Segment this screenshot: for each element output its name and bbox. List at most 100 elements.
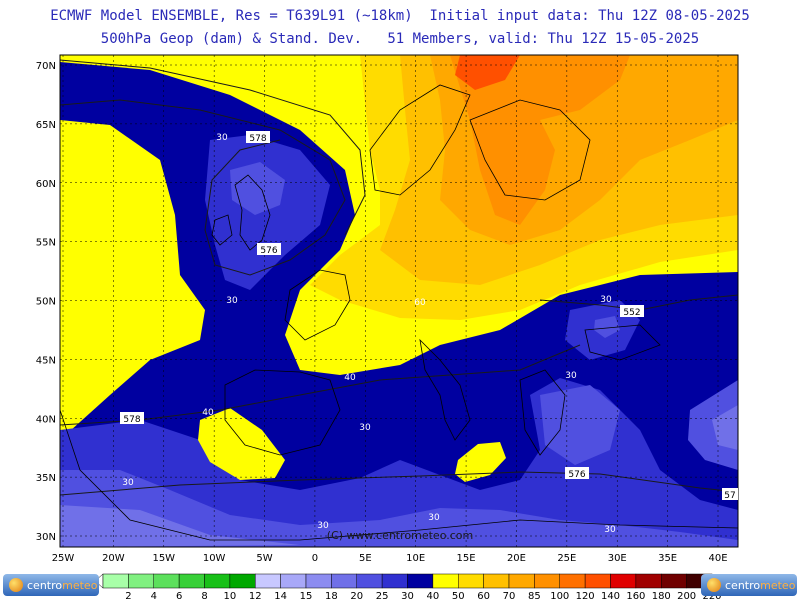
legend-swatch (407, 573, 434, 589)
color-legend: 2 4 6 8 10 12 14 15 18 20 25 30 40 50 60 70 85 100 120 140 1… (94, 573, 722, 600)
geop-label: 578 (123, 415, 140, 425)
legend-swatch (508, 573, 535, 589)
lon-label: 15E (457, 553, 476, 564)
legend-value: 120 (576, 591, 595, 600)
sd-label: 30 (122, 478, 134, 488)
lat-label: 50N (36, 297, 56, 308)
legend-value: 8 (201, 591, 207, 600)
legend-swatch (178, 573, 205, 589)
legend-value: 25 (376, 591, 389, 600)
lon-label: 25E (557, 553, 576, 564)
lon-label: 30E (608, 553, 627, 564)
legend-swatch (153, 573, 180, 589)
legend-value: 30 (401, 591, 414, 600)
longitude-labels: 25W 20W 15W 10W 5W 0 5E 10E 15E 20E 25E 30E 35E 40E (52, 553, 728, 564)
centrometeo-logo-right: centro meteo (701, 574, 797, 596)
geop-label: 552 (623, 308, 640, 318)
lat-label: 60N (36, 179, 56, 190)
map-subtitle: 500hPa Geop (dam) & Stand. Dev. 51 Membe… (100, 31, 700, 47)
legend-value: 85 (528, 591, 541, 600)
lat-label: 70N (36, 61, 56, 72)
legend-value: 14 (274, 591, 287, 600)
legend-swatch (432, 573, 459, 589)
lon-label: 5E (359, 553, 372, 564)
lon-label: 5W (256, 553, 272, 564)
lat-label: 35N (36, 473, 56, 484)
centrometeo-logo-left: centro meteo (3, 574, 99, 596)
lat-label: 65N (36, 120, 56, 131)
legend-swatch (458, 573, 484, 589)
geop-labels: 578 576 552 578 576 57 (120, 131, 738, 501)
legend-swatch (559, 573, 586, 589)
sd-label: 30 (428, 513, 440, 523)
legend-value: 6 (176, 591, 182, 600)
legend-value: 2 (125, 591, 131, 600)
sd-label: 30 (600, 295, 612, 305)
lon-label: 20W (102, 553, 125, 564)
lon-label: 0 (312, 553, 318, 564)
legend-value: 40 (427, 591, 440, 600)
legend-swatch (204, 573, 231, 589)
legend-swatch (534, 573, 560, 589)
legend-swatch (331, 573, 357, 589)
legend-value: 12 (249, 591, 262, 600)
sun-logo-icon (707, 578, 721, 592)
sd-label: 30 (565, 371, 577, 381)
map-field (60, 55, 738, 547)
lon-label: 20E (507, 553, 526, 564)
legend-value: 100 (550, 591, 569, 600)
sd-label: 40 (202, 408, 214, 418)
legend-value: 180 (652, 591, 671, 600)
legend-value: 200 (677, 591, 696, 600)
legend-value: 70 (503, 591, 516, 600)
lon-label: 10E (406, 553, 425, 564)
sd-label: 30 (359, 423, 371, 433)
sd-label: 30 (226, 296, 238, 306)
legend-swatch (305, 573, 332, 589)
lon-label: 10W (203, 553, 226, 564)
lon-label: 25W (52, 553, 75, 564)
map-title: ECMWF Model ENSEMBLE, Res = T639L91 (~18… (50, 8, 750, 24)
legend-swatch (229, 573, 256, 589)
lat-label: 55N (36, 238, 56, 249)
sd-label: 60 (414, 298, 426, 308)
lon-label: 15W (152, 553, 175, 564)
legend-value: 4 (151, 591, 157, 600)
sd-label: 30 (317, 521, 329, 531)
legend-value: 18 (325, 591, 338, 600)
legend-value: 20 (350, 591, 363, 600)
sd-label: 40 (344, 373, 356, 383)
sd-labels: 30 30 30 30 30 40 40 30 30 30 30 60 (122, 133, 616, 535)
legend-swatch (610, 573, 637, 589)
latitude-labels: 70N 65N 60N 55N 50N 45N 40N 35N 30N (36, 61, 56, 543)
sun-logo-icon (9, 578, 23, 592)
geop-label: 57 (724, 491, 735, 501)
legend-swatch (102, 573, 129, 589)
legend-value: 140 (601, 591, 620, 600)
geop-label: 578 (249, 134, 266, 144)
legend-swatch (255, 573, 281, 589)
legend-swatch (280, 573, 307, 589)
lon-label: 35E (658, 553, 677, 564)
legend-swatch (635, 573, 662, 589)
legend-value: 60 (477, 591, 490, 600)
legend-swatch (356, 573, 383, 589)
watermark: (C) www.centrometeo.com (327, 529, 473, 542)
legend-value: 15 (300, 591, 313, 600)
legend-swatch (584, 573, 611, 589)
legend-swatch (661, 573, 687, 589)
legend-value: 50 (452, 591, 465, 600)
lat-label: 30N (36, 532, 56, 543)
legend-swatch (128, 573, 154, 589)
geop-label: 576 (260, 246, 277, 256)
lat-label: 40N (36, 414, 56, 425)
legend-value: 160 (626, 591, 645, 600)
sd-label: 30 (604, 525, 616, 535)
lat-label: 45N (36, 355, 56, 366)
legend-swatch (483, 573, 510, 589)
lon-label: 40E (708, 553, 727, 564)
legend-swatch (381, 573, 408, 589)
sd-label: 30 (216, 133, 228, 143)
geop-label: 576 (568, 470, 585, 480)
